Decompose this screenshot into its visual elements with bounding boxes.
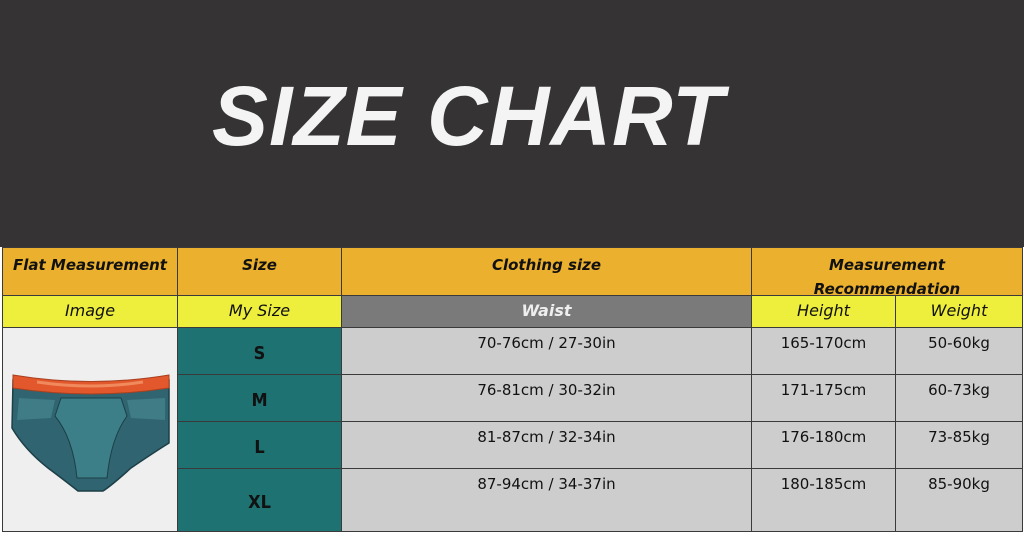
height-value: 171-175cm bbox=[751, 374, 896, 422]
waist-value: 76-81cm / 30-32in bbox=[341, 374, 752, 422]
title-banner: SIZE CHART bbox=[0, 0, 1024, 247]
size-label: L bbox=[177, 421, 342, 469]
waist-value: 87-94cm / 34-37in bbox=[341, 468, 752, 532]
size-label: M bbox=[177, 374, 342, 422]
header-waist: Waist bbox=[341, 295, 752, 328]
waist-value: 70-76cm / 27-30in bbox=[341, 327, 752, 375]
header-height: Height bbox=[751, 295, 896, 328]
page-title: SIZE CHART bbox=[212, 69, 725, 163]
height-value: 165-170cm bbox=[751, 327, 896, 375]
header-my-size: My Size bbox=[177, 295, 342, 328]
product-image-cell bbox=[2, 327, 178, 532]
header-clothing-size: Clothing size bbox=[341, 247, 752, 296]
header-measurement-recommendation: Measurement Recommendation bbox=[751, 247, 1023, 298]
briefs-icon bbox=[11, 374, 170, 492]
header-weight: Weight bbox=[895, 295, 1023, 328]
size-label: XL bbox=[177, 468, 342, 532]
weight-value: 50-60kg bbox=[895, 327, 1023, 375]
header-size: Size bbox=[177, 247, 342, 296]
weight-value: 60-73kg bbox=[895, 374, 1023, 422]
height-value: 180-185cm bbox=[751, 468, 896, 532]
weight-value: 85-90kg bbox=[895, 468, 1023, 532]
weight-value: 73-85kg bbox=[895, 421, 1023, 469]
header-image: Image bbox=[2, 295, 178, 328]
waist-value: 81-87cm / 32-34in bbox=[341, 421, 752, 469]
size-label: S bbox=[177, 327, 342, 375]
height-value: 176-180cm bbox=[751, 421, 896, 469]
header-flat-measurement: Flat Measurement bbox=[2, 247, 178, 296]
